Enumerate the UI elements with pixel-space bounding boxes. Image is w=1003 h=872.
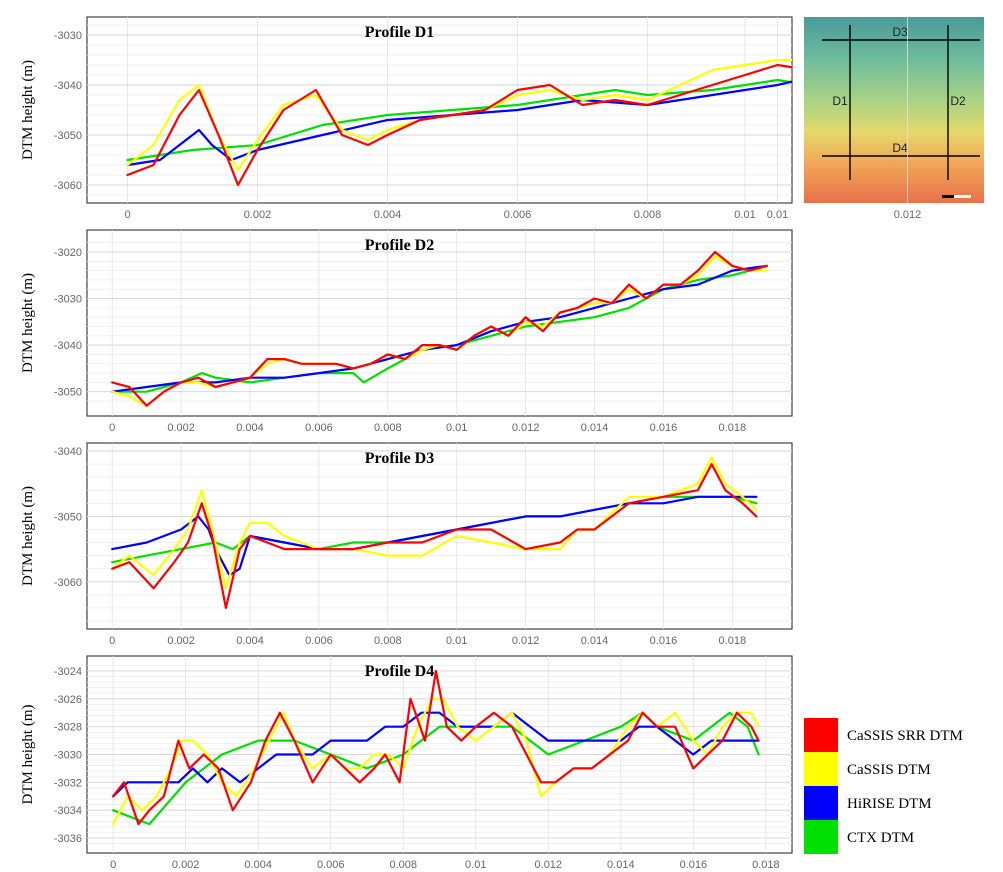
x-tick-label: 0.004 xyxy=(236,635,264,647)
x-tick-label: 0.016 xyxy=(680,859,708,871)
x-tick-label: 0.018 xyxy=(719,635,747,647)
x-tick-label: 0.002 xyxy=(244,209,272,221)
series-line-cassis-dtm xyxy=(126,58,792,172)
profile-panel-3: -3040 -3050 -3060 0 0.002 0.004 0.006 0.008 0.01… xyxy=(20,442,793,647)
x-tick-label: 0 xyxy=(124,209,130,221)
series-line-cassis-srr-dtm xyxy=(111,669,760,826)
inset-label-d1: D1 xyxy=(832,94,848,108)
x-tick-label: 0.006 xyxy=(305,635,333,647)
panel-title: Profile D1 xyxy=(365,24,434,41)
legend-swatch-hirise xyxy=(804,786,838,820)
x-tick-label: 0.01 xyxy=(734,209,755,221)
y-tick-label: -3030 xyxy=(54,294,82,306)
x-tick-label: 0.018 xyxy=(719,422,747,434)
x-tick-label: 0.002 xyxy=(167,635,195,647)
x-tick-label: 0.008 xyxy=(374,422,402,434)
x-tick-label: 0.012 xyxy=(535,859,563,871)
y-tick-label: -3034 xyxy=(54,805,82,817)
x-tick-label: 0.014 xyxy=(581,422,609,434)
x-tick-label: 0.004 xyxy=(374,209,402,221)
x-tick-label: 0.004 xyxy=(244,859,272,871)
legend-label-hirise: HiRISE DTM xyxy=(847,796,932,812)
y-tick-label: -3020 xyxy=(54,247,82,259)
x-tick-label: 0.008 xyxy=(634,209,662,221)
panel-frame xyxy=(86,229,793,417)
x-tick-label: 0.008 xyxy=(389,859,417,871)
x-tick-label: 0.008 xyxy=(374,635,402,647)
y-tick-label: -3032 xyxy=(54,777,82,789)
y-axis-label: DTM height (m) xyxy=(20,60,36,160)
scale-bar-light xyxy=(954,195,971,198)
x-tick-label: 0.014 xyxy=(581,635,609,647)
x-tick-label: 0.006 xyxy=(317,859,345,871)
x-tick-label: 0.006 xyxy=(504,209,532,221)
y-axis-label: DTM height (m) xyxy=(20,486,36,586)
x-tick-label: 0 xyxy=(110,859,116,871)
y-tick-label: -3050 xyxy=(54,511,82,523)
profile-panel-4: -3024 -3026 -3028 -3030 -3032 -3034 -3036 0 0.00… xyxy=(20,655,793,871)
x-tick-label: 0.012 xyxy=(512,422,540,434)
profile-panels: -3030 -3040 -3050 -3060 0 0.002 0.004 0.006 0.00… xyxy=(20,16,922,871)
y-tick-label: -3030 xyxy=(54,30,82,42)
y-tick-label: -3040 xyxy=(54,446,82,458)
x-tick-label: 0.01 xyxy=(465,859,486,871)
x-tick-label: 0 xyxy=(109,635,115,647)
panel-title: Profile D3 xyxy=(365,450,434,467)
y-tick-label: -3060 xyxy=(54,180,82,192)
x-tick-label: 0.01 xyxy=(446,635,467,647)
panel-title: Profile D2 xyxy=(365,237,434,254)
series-line-ctx-dtm xyxy=(126,78,792,162)
scale-bar-dark xyxy=(942,195,954,198)
legend-label-cassis: CaSSIS DTM xyxy=(847,762,931,778)
y-tick-label: -3050 xyxy=(54,130,82,142)
x-tick-label: 0.002 xyxy=(167,422,195,434)
y-tick-label: -3050 xyxy=(54,387,82,399)
x-tick-label: 0.012 xyxy=(894,209,922,221)
y-tick-label: -3030 xyxy=(54,750,82,762)
x-tick-label: 0 xyxy=(109,422,115,434)
inset-map-surface xyxy=(804,17,984,203)
series-line-cassis-srr-dtm xyxy=(111,463,758,610)
series-line-cassis-srr-dtm xyxy=(126,63,792,187)
x-tick-label: 0.012 xyxy=(512,635,540,647)
x-tick-label: 0.01 xyxy=(767,209,788,221)
y-tick-label: -3026 xyxy=(54,694,82,706)
inset-label-d4: D4 xyxy=(892,141,908,155)
x-tick-label: 0.018 xyxy=(752,859,780,871)
profile-panel-1: -3030 -3040 -3050 -3060 0 0.002 0.004 0.006 0.00… xyxy=(20,16,922,221)
y-axis-label: DTM height (m) xyxy=(20,273,36,373)
x-tick-label: 0.014 xyxy=(607,859,635,871)
x-tick-label: 0.002 xyxy=(172,859,200,871)
x-tick-label: 0.016 xyxy=(650,422,678,434)
inset-map: D3 D1 D2 D4 xyxy=(804,17,984,203)
y-axis-label: DTM height (m) xyxy=(20,705,36,805)
y-tick-label: -3040 xyxy=(54,340,82,352)
panel-title: Profile D4 xyxy=(365,663,434,680)
x-tick-label: 0.004 xyxy=(236,422,264,434)
x-tick-label: 0.01 xyxy=(446,422,467,434)
legend-label-ctx: CTX DTM xyxy=(847,830,914,846)
y-tick-label: -3028 xyxy=(54,722,82,734)
y-tick-label: -3060 xyxy=(54,577,82,589)
series-line-cassis-dtm xyxy=(111,456,758,590)
y-tick-label: -3024 xyxy=(54,666,82,678)
inset-label-d2: D2 xyxy=(950,94,966,108)
series-line-hirise-dtm xyxy=(111,264,768,393)
legend: CaSSIS SRR DTM CaSSIS DTM HiRISE DTM CTX… xyxy=(804,718,963,854)
x-tick-label: 0.016 xyxy=(650,635,678,647)
legend-swatch-cassis-srr xyxy=(804,718,838,752)
y-tick-label: -3040 xyxy=(54,80,82,92)
profile-panel-2: -3020 -3030 -3040 -3050 0 0.002 0.004 0.006 0.00… xyxy=(20,229,793,434)
x-tick-label: 0.006 xyxy=(305,422,333,434)
series-line-cassis-srr-dtm xyxy=(111,250,768,407)
legend-swatch-ctx xyxy=(804,820,838,854)
inset-label-d3: D3 xyxy=(892,25,908,39)
legend-label-cassis-srr: CaSSIS SRR DTM xyxy=(847,728,963,744)
legend-swatch-cassis xyxy=(804,752,838,786)
y-tick-label: -3036 xyxy=(54,833,82,845)
